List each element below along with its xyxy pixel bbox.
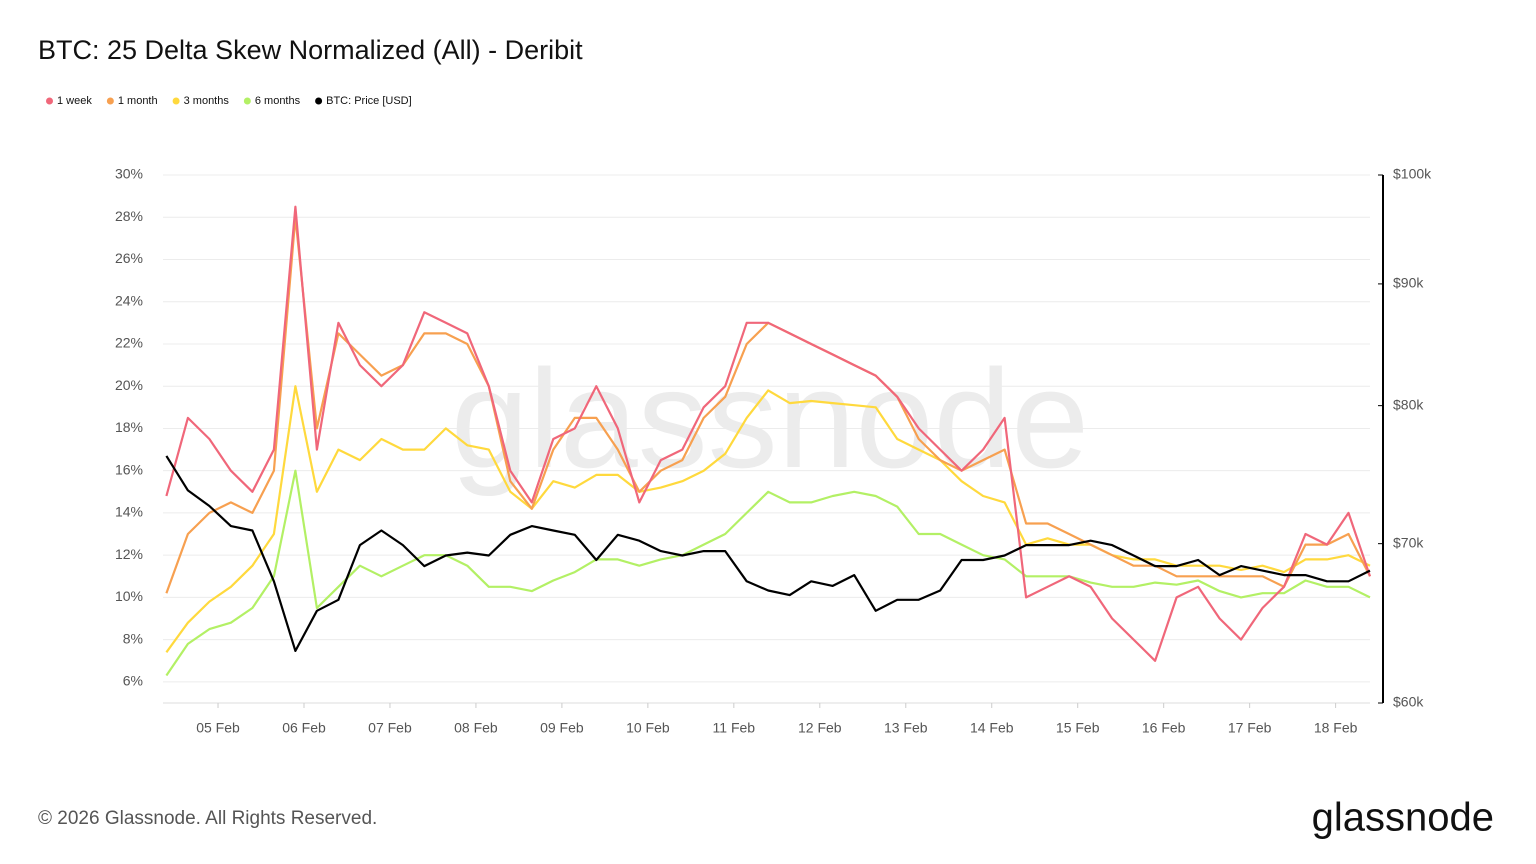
legend-marker (243, 97, 251, 105)
y-tick-label: 16% (115, 461, 143, 477)
series-line (165, 205, 1372, 662)
series-line (165, 385, 1371, 653)
x-tick-label: 11 Feb (713, 720, 756, 736)
y-tick-label: 12% (115, 546, 143, 562)
x-tick-label: 15 Feb (1056, 720, 1100, 736)
legend-label: 3 months (184, 95, 230, 107)
y2-tick-label: $60k (1393, 694, 1424, 710)
x-tick-label: 16 Feb (1142, 720, 1186, 736)
y-tick-label: 22% (115, 335, 143, 351)
watermark: glassnode (451, 340, 1089, 497)
legend-marker (106, 97, 114, 105)
legend-marker (46, 97, 53, 105)
y-tick-label: 26% (115, 250, 143, 266)
y-tick-label: 28% (115, 208, 143, 224)
x-tick-label: 14 Feb (970, 720, 1014, 736)
legend-label: 1 month (118, 95, 158, 107)
y-tick-label: 8% (123, 630, 143, 646)
legend-marker (315, 97, 323, 105)
y-tick-label: 20% (115, 377, 143, 393)
series-line (165, 469, 1371, 677)
y-tick-label: 24% (115, 292, 143, 308)
x-tick-label: 12 Feb (798, 720, 842, 736)
footer: © 2026 Glassnode. All Rights Reserved. (38, 808, 377, 829)
y-tick-label: 14% (115, 504, 143, 520)
legend-label: 6 months (255, 95, 301, 107)
y-tick-label: 18% (115, 419, 143, 435)
x-tick-label: 05 Feb (196, 720, 240, 736)
y2-tick-label: $100k (1393, 166, 1432, 182)
series-line (165, 455, 1371, 652)
legend-label: 1 week (57, 95, 92, 107)
y2-tick-label: $90k (1393, 275, 1424, 291)
legend-label: BTC: Price [USD] (326, 95, 412, 107)
y2-tick-label: $70k (1393, 534, 1424, 550)
chart-title: BTC: 25 Delta Skew Normalized (All) - De… (38, 35, 583, 65)
x-tick-label: 09 Feb (540, 720, 584, 736)
legend-marker (172, 97, 180, 105)
y2-tick-label: $80k (1393, 396, 1424, 412)
x-tick-label: 10 Feb (626, 720, 670, 736)
logo: glassnode (1312, 796, 1494, 840)
x-tick-label: 06 Feb (282, 720, 326, 736)
x-tick-label: 18 Feb (1314, 720, 1358, 736)
x-tick-label: 17 Feb (1228, 720, 1272, 736)
y-tick-label: 10% (115, 588, 143, 604)
y-tick-label: 30% (115, 166, 143, 182)
y-tick-label: 6% (123, 673, 143, 689)
x-tick-label: 13 Feb (884, 720, 928, 736)
x-tick-label: 07 Feb (368, 720, 412, 736)
x-tick-label: 08 Feb (454, 720, 498, 736)
